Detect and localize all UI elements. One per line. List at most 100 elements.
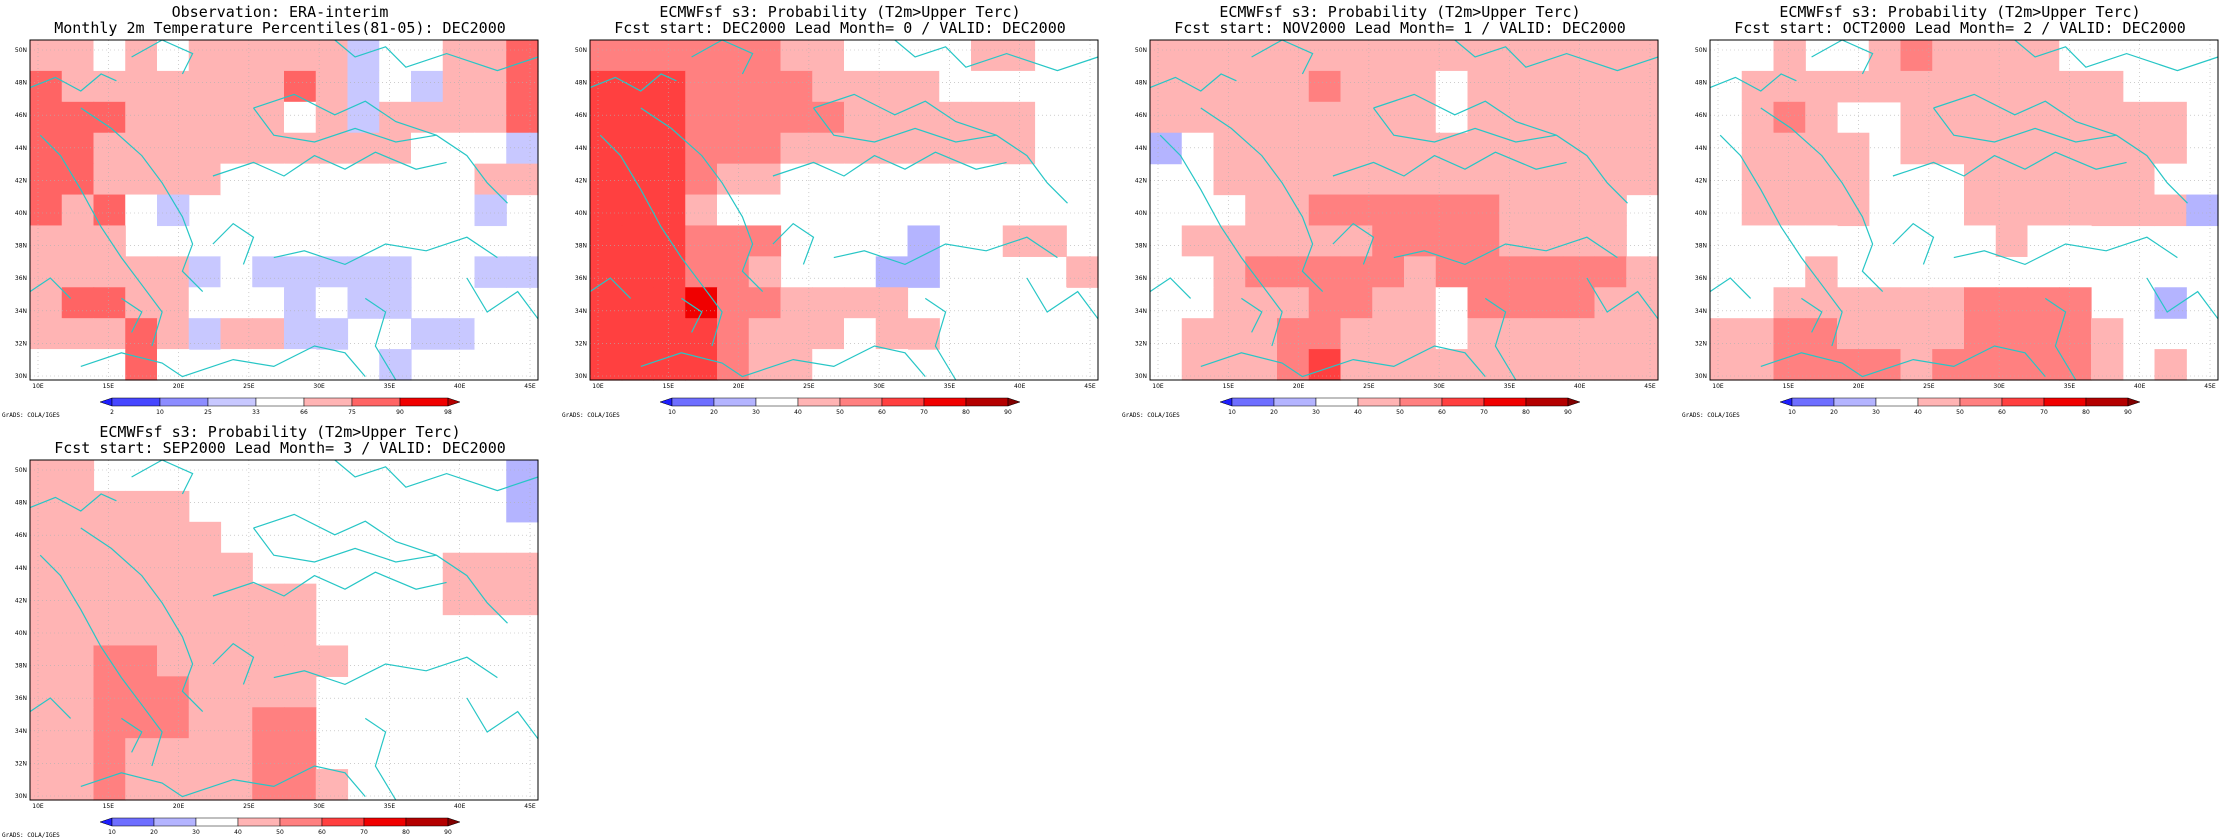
shaded-cell bbox=[2091, 70, 2124, 103]
colorbar-label: 60 bbox=[1438, 409, 1446, 416]
shaded-cell bbox=[717, 163, 750, 196]
coastline bbox=[334, 459, 539, 492]
shaded-cell bbox=[347, 256, 380, 288]
shaded-cell bbox=[1467, 318, 1500, 350]
lat-tick-label: 46N bbox=[15, 532, 27, 539]
panel-forecast-lead1: ECMWFsf s3: Probability (T2m>Upper Terc)… bbox=[1120, 0, 1680, 420]
colorbar-segment bbox=[1779, 397, 1793, 407]
colorbar-label: 30 bbox=[1872, 409, 1880, 416]
shaded-cell bbox=[1277, 132, 1310, 165]
coastline bbox=[253, 93, 508, 204]
shaded-cell bbox=[1964, 318, 1997, 350]
shaded-cell bbox=[1995, 349, 2029, 381]
shaded-cell bbox=[125, 70, 158, 103]
shaded-cell bbox=[220, 707, 253, 739]
colorbar-label: 40 bbox=[234, 829, 242, 836]
shaded-cell bbox=[2027, 163, 2060, 196]
colorbar-segment bbox=[2043, 397, 2087, 407]
shaded-cell bbox=[61, 707, 95, 739]
coastline bbox=[212, 571, 447, 597]
shaded-cell bbox=[875, 163, 909, 196]
shaded-cell bbox=[1995, 163, 2029, 196]
shaded-cell bbox=[1710, 101, 1743, 134]
coastline bbox=[1454, 39, 1659, 72]
shaded-cell bbox=[157, 318, 190, 350]
shaded-cell bbox=[220, 614, 253, 647]
shaded-cell bbox=[1435, 225, 1469, 257]
coastline bbox=[1332, 151, 1567, 177]
shaded-cell bbox=[1900, 70, 1933, 103]
shaded-cell bbox=[653, 40, 686, 72]
shaded-cell bbox=[61, 256, 95, 288]
shaded-cell bbox=[93, 614, 126, 647]
shaded-cell bbox=[1837, 70, 1870, 103]
shaded-cell bbox=[844, 318, 877, 350]
shaded-cell bbox=[93, 738, 126, 770]
shaded-cell bbox=[157, 645, 190, 677]
lat-tick-label: 38N bbox=[15, 663, 27, 670]
shaded-cell bbox=[252, 349, 285, 381]
shaded-cell bbox=[1562, 349, 1596, 381]
shaded-cell bbox=[379, 163, 412, 196]
colorbar-label: 80 bbox=[2082, 409, 2090, 416]
shaded-cell bbox=[93, 707, 126, 739]
coastline bbox=[924, 297, 957, 381]
shaded-cell bbox=[1372, 70, 1405, 103]
shaded-cell bbox=[30, 132, 63, 165]
shaded-cell bbox=[1626, 287, 1659, 319]
coastline bbox=[466, 277, 539, 320]
shaded-cell bbox=[717, 101, 750, 134]
coastline bbox=[1373, 93, 1628, 204]
shaded-cell bbox=[1773, 40, 1806, 72]
colorbar-label: 66 bbox=[300, 409, 308, 416]
shaded-cell bbox=[93, 287, 126, 319]
shaded-cell bbox=[252, 769, 285, 801]
lat-tick-label: 46N bbox=[1135, 112, 1147, 119]
shaded-cell bbox=[379, 40, 412, 72]
shaded-cell bbox=[1562, 40, 1596, 72]
shaded-cell bbox=[1404, 318, 1437, 350]
shaded-cell bbox=[1868, 318, 1902, 350]
shaded-cell bbox=[1181, 256, 1215, 288]
colorbar-segment bbox=[1441, 397, 1485, 407]
shaded-cell bbox=[315, 40, 349, 72]
shaded-cell bbox=[1964, 101, 1997, 134]
shaded-cell bbox=[1467, 256, 1500, 288]
lat-tick-label: 40N bbox=[1695, 210, 1707, 217]
shaded-cell bbox=[621, 163, 655, 196]
shaded-cell bbox=[220, 132, 253, 165]
colorbar-label: 98 bbox=[444, 409, 452, 416]
shaded-cell bbox=[284, 738, 317, 770]
colorbar-label: 10 bbox=[108, 829, 116, 836]
shaded-cell bbox=[1562, 287, 1596, 319]
shaded-cell bbox=[284, 287, 317, 319]
coastline bbox=[640, 107, 764, 293]
shaded-cell bbox=[1562, 70, 1596, 103]
lat-tick-label: 30N bbox=[15, 373, 27, 380]
shaded-cell bbox=[1340, 132, 1373, 165]
shaded-cell bbox=[812, 163, 845, 196]
shaded-cell bbox=[1435, 287, 1469, 319]
shaded-cell bbox=[61, 583, 95, 616]
shaded-cell bbox=[1741, 318, 1775, 350]
shaded-cell bbox=[1805, 349, 1838, 381]
shaded-cell bbox=[780, 287, 813, 319]
lat-tick-label: 36N bbox=[1695, 275, 1707, 282]
shaded-cell bbox=[907, 256, 940, 288]
shaded-cell bbox=[284, 318, 317, 350]
shaded-cell bbox=[1372, 225, 1405, 257]
shaded-cell bbox=[685, 101, 718, 134]
shaded-cell bbox=[653, 287, 686, 319]
shaded-cell bbox=[284, 676, 317, 708]
colorbar-label: 10 bbox=[1788, 409, 1796, 416]
shaded-cell bbox=[590, 194, 623, 227]
shaded-cell bbox=[1308, 70, 1342, 103]
shaded-cell bbox=[506, 256, 539, 288]
shaded-cell bbox=[252, 70, 285, 103]
shaded-cell bbox=[844, 163, 877, 196]
shaded-cell bbox=[748, 194, 782, 227]
coastline bbox=[1332, 222, 1375, 265]
shaded-cell bbox=[907, 132, 940, 165]
shaded-cell bbox=[1435, 349, 1469, 381]
shaded-cell bbox=[30, 318, 63, 350]
